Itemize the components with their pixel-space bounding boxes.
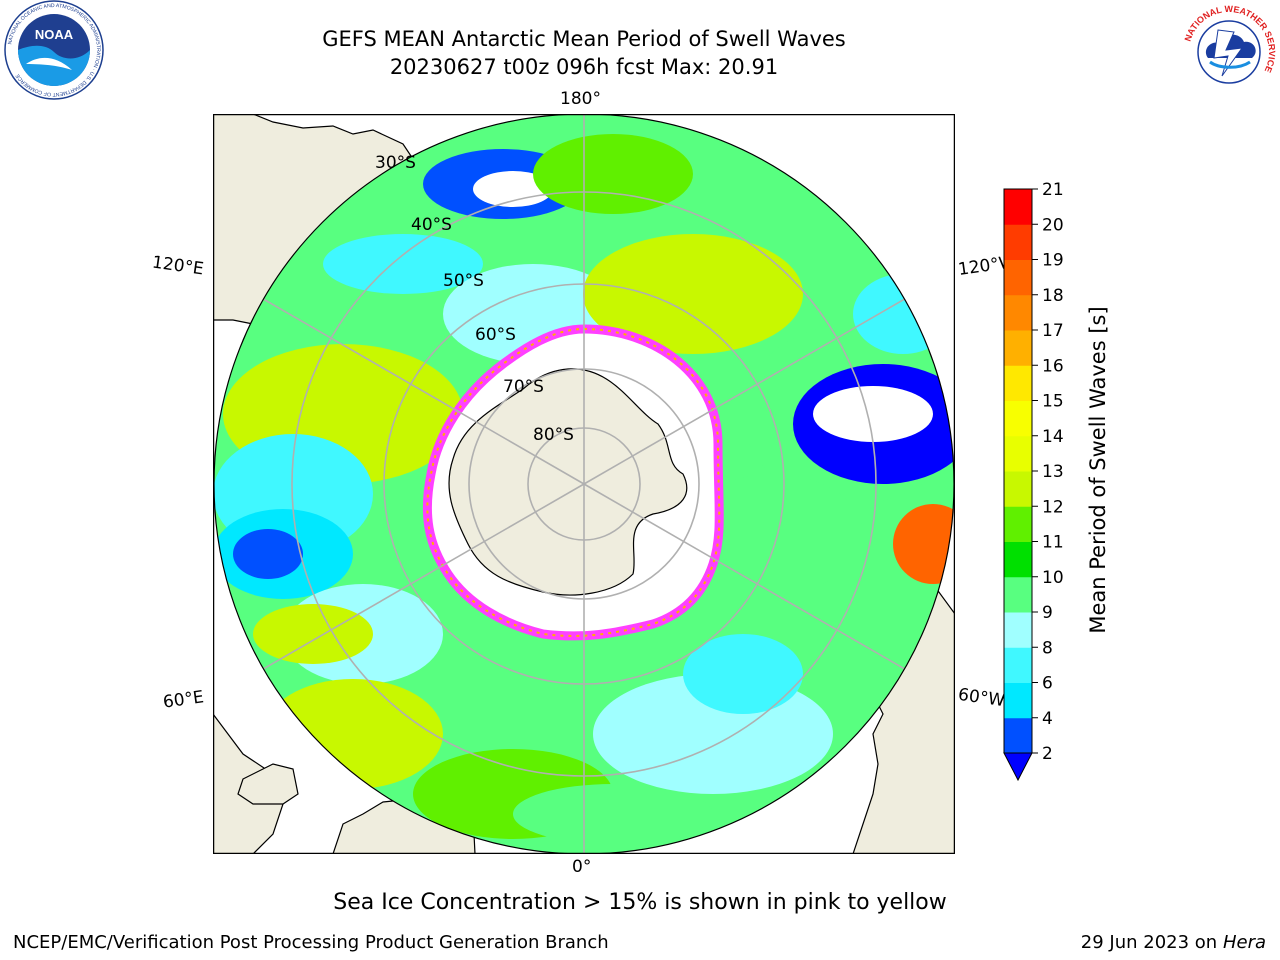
colorbar-bin — [1004, 576, 1032, 613]
colorbar-tick-label: 11 — [1042, 533, 1064, 553]
colorbar-bin — [1004, 647, 1032, 683]
colorbar-tick-label: 13 — [1042, 462, 1064, 482]
colorbar-under-arrow — [1003, 752, 1033, 782]
title-line-2: 20230627 t00z 096h fcst Max: 20.91 — [389, 55, 779, 79]
colorbar-bin — [1004, 259, 1032, 296]
colorbar-bin — [1004, 294, 1032, 331]
lat-label-80: 80°S — [533, 425, 574, 445]
noaa-logo: NOAA NATIONAL OCEANIC AND ATMOSPHERIC AD… — [4, 0, 104, 100]
colorbar-bin — [1004, 682, 1032, 719]
colorbar-bin — [1004, 435, 1032, 472]
colorbar-tick-label: 19 — [1042, 251, 1064, 271]
title-line-1: GEFS MEAN Antarctic Mean Period of Swell… — [322, 27, 846, 51]
footer-host: Hera — [1222, 932, 1266, 953]
lon-label-upper-left: 120°E — [150, 252, 205, 280]
colorbar-tick-label: 6 — [1042, 674, 1053, 694]
lat-label-50: 50°S — [443, 271, 484, 291]
map-frame-border — [213, 114, 955, 854]
colorbar-tick-label: 14 — [1042, 427, 1064, 447]
lon-label-top: 180° — [560, 89, 601, 109]
colorbar-tick-label: 12 — [1042, 497, 1064, 517]
sea-ice-note: Sea Ice Concentration > 15% is shown in … — [333, 890, 947, 915]
colorbar-bin — [1004, 400, 1032, 437]
colorbar-tick-label: 21 — [1042, 180, 1064, 200]
lon-label-lower-left: 60°E — [161, 687, 206, 713]
colorbar-bin — [1004, 612, 1032, 648]
colorbar-bin — [1004, 506, 1032, 542]
antarctica — [448, 368, 688, 596]
colorbar-bin — [1004, 717, 1032, 754]
footer-date-text: 29 Jun 2023 on — [1080, 932, 1218, 953]
colorbar-title: Mean Period of Swell Waves [s] — [1086, 306, 1110, 634]
footer-credit: NCEP/EMC/Verification Post Processing Pr… — [13, 932, 609, 953]
colorbar-tick-label: 2 — [1042, 744, 1053, 764]
colorbar-tick-label: 15 — [1042, 392, 1064, 412]
noaa-logo-text: NOAA — [35, 27, 74, 42]
lat-label-40: 40°S — [411, 215, 452, 235]
graticule — [214, 114, 954, 854]
colorbar-tick-label: 16 — [1042, 356, 1064, 376]
nws-logo: NATIONAL WEATHER SERVICE — [1181, 4, 1277, 100]
colorbar-bin — [1004, 541, 1032, 578]
colorbar-bin — [1004, 330, 1032, 366]
lat-label-30: 30°S — [375, 153, 416, 173]
footer-date: 29 Jun 2023 on Hera — [1081, 932, 1266, 953]
polar-map: 30°S 40°S 50°S 60°S 70°S 80°S — [213, 114, 955, 854]
colorbar-tick-label: 8 — [1042, 638, 1053, 658]
colorbar-bin — [1004, 189, 1032, 225]
colorbar-bin — [1004, 471, 1032, 507]
colorbar-tick-label: 10 — [1042, 568, 1064, 588]
colorbar-tick-label: 9 — [1042, 603, 1053, 623]
colorbar-bin — [1004, 365, 1032, 401]
lat-label-70: 70°S — [503, 377, 544, 397]
lat-label-60: 60°S — [475, 325, 516, 345]
colorbar-tick-label: 17 — [1042, 321, 1064, 341]
colorbar-bin — [1004, 224, 1032, 260]
colorbar-tick-label: 20 — [1042, 215, 1064, 235]
colorbar-tick-label: 18 — [1042, 286, 1064, 306]
lon-label-bottom: 0° — [572, 857, 592, 877]
colorbar-tick-label: 4 — [1042, 709, 1053, 729]
colorbar: 2 4 6 8 9 10 11 12 13 14 15 16 17 18 19 20 21 — [1003, 180, 1064, 782]
